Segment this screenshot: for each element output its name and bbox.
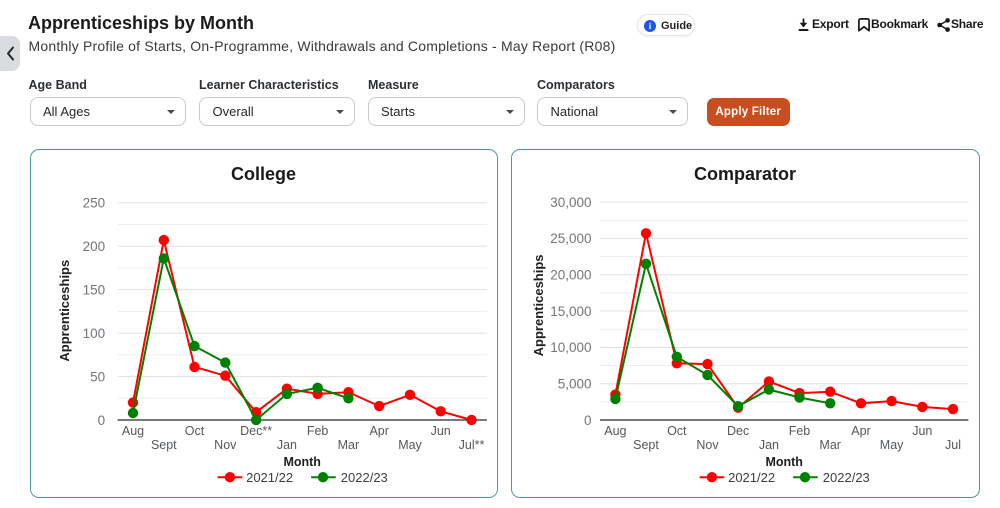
svg-text:25,000: 25,000 (550, 231, 591, 246)
svg-text:Dec: Dec (727, 424, 749, 438)
svg-text:2022/23: 2022/23 (823, 470, 870, 485)
svg-text:Jun: Jun (912, 424, 932, 438)
svg-text:Sept: Sept (151, 438, 177, 452)
svg-text:50: 50 (90, 369, 105, 384)
svg-text:0: 0 (98, 413, 106, 428)
svg-text:2021/22: 2021/22 (246, 470, 293, 485)
svg-text:20,000: 20,000 (550, 268, 591, 283)
svg-text:Jan: Jan (759, 438, 779, 452)
svg-text:Feb: Feb (307, 424, 329, 438)
svg-text:Oct: Oct (185, 424, 205, 438)
svg-text:Aug: Aug (122, 424, 144, 438)
svg-text:Aug: Aug (604, 424, 626, 438)
svg-text:Oct: Oct (667, 424, 687, 438)
svg-text:Nov: Nov (214, 438, 237, 452)
svg-text:150: 150 (83, 282, 106, 297)
svg-text:30,000: 30,000 (550, 195, 591, 210)
svg-text:Mar: Mar (338, 438, 360, 452)
svg-text:Apr: Apr (851, 424, 870, 438)
svg-text:Nov: Nov (696, 438, 719, 452)
svg-text:Sept: Sept (633, 438, 659, 452)
svg-text:Feb: Feb (789, 424, 811, 438)
svg-text:0: 0 (584, 413, 592, 428)
svg-text:2021/22: 2021/22 (728, 470, 775, 485)
svg-text:Mar: Mar (819, 438, 841, 452)
svg-text:100: 100 (83, 326, 106, 341)
svg-text:Apprenticeships: Apprenticeships (57, 260, 72, 362)
svg-text:Dec**: Dec** (240, 424, 272, 438)
svg-text:May: May (880, 438, 904, 452)
svg-text:250: 250 (83, 196, 106, 211)
svg-text:Jul**: Jul** (459, 438, 485, 452)
svg-text:15,000: 15,000 (550, 304, 591, 319)
svg-text:2022/23: 2022/23 (341, 470, 388, 485)
svg-text:200: 200 (83, 239, 106, 254)
svg-text:May: May (398, 438, 422, 452)
svg-text:Jan: Jan (277, 438, 297, 452)
svg-text:Month: Month (765, 455, 802, 469)
svg-text:Apprenticeships: Apprenticeships (531, 254, 546, 356)
svg-text:5,000: 5,000 (558, 377, 592, 392)
svg-text:Jun: Jun (431, 424, 451, 438)
svg-text:Apr: Apr (369, 424, 388, 438)
svg-text:10,000: 10,000 (550, 340, 591, 355)
svg-text:Month: Month (283, 455, 320, 469)
svg-text:Jul: Jul (945, 438, 961, 452)
